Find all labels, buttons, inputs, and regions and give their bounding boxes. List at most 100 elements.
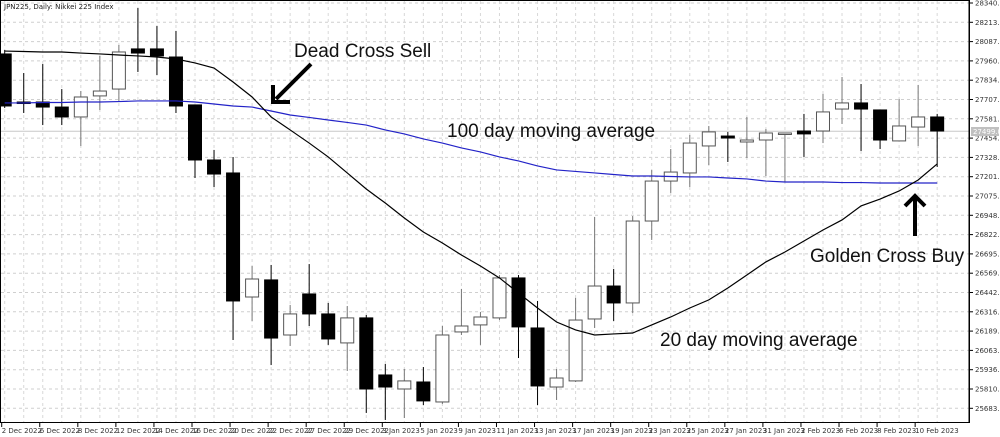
current-price-label: 27499.0 — [973, 128, 1000, 136]
y-tick-label: 26063.0 — [975, 347, 1000, 355]
candle — [873, 109, 888, 150]
x-tick-label: 2 Feb 2023 — [801, 427, 840, 435]
candle-body-down — [359, 317, 374, 390]
ma100-line — [4, 100, 938, 184]
candle-body-up — [701, 131, 716, 147]
candle-body-up — [777, 132, 792, 135]
candle-body-down — [854, 102, 869, 110]
candle — [549, 369, 564, 400]
plot-frame — [0, 0, 970, 423]
candle — [340, 306, 355, 371]
candle — [226, 156, 241, 341]
dead-cross-arrow-icon — [271, 62, 313, 104]
candle — [682, 134, 697, 187]
x-tick-label: 12 Dec 2022 — [116, 427, 161, 435]
ma20-label: 20 day moving average — [660, 330, 858, 351]
candle — [492, 275, 507, 321]
golden-cross-arrow-icon — [903, 193, 927, 236]
candle — [587, 216, 602, 328]
y-tick-label: 27075.0 — [975, 193, 1000, 201]
candle-body-down — [720, 135, 735, 139]
candle — [54, 89, 69, 126]
candle — [111, 44, 126, 101]
y-tick-label: 26189.5 — [975, 328, 1000, 336]
y-tick-label: 27201.5 — [975, 173, 1000, 181]
candle-body-up — [758, 132, 773, 141]
x-tick-label: 5 Jan 2023 — [420, 427, 458, 435]
y-tick-label: 28340.0 — [975, 0, 1000, 8]
x-tick-label: 23 Jan 2023 — [649, 427, 691, 435]
candle-body-up — [473, 316, 488, 326]
y-tick-label: 25810.0 — [975, 386, 1000, 394]
candle-body-down — [207, 159, 222, 175]
x-tick-label: 6 Dec 2022 — [40, 427, 80, 435]
x-tick-label: 25 Jan 2023 — [687, 427, 729, 435]
candle-body-down — [0, 53, 12, 107]
y-tick-label: 27834.0 — [975, 77, 1000, 85]
y-tick-label: 26948.5 — [975, 212, 1000, 220]
candle-body-down — [930, 116, 945, 132]
y-tick-label: 27960.5 — [975, 57, 1000, 65]
candle — [930, 113, 945, 168]
candle — [264, 264, 279, 366]
candle — [149, 26, 164, 76]
candle-body-down — [149, 48, 164, 57]
x-tick-label: 8 Feb 2023 — [877, 427, 916, 435]
candle — [245, 266, 260, 321]
candle-body-up — [892, 125, 907, 142]
x-tick-label: 14 Dec 2022 — [154, 427, 199, 435]
y-tick-label: 27454.5 — [975, 135, 1000, 143]
current-price-badge — [971, 127, 999, 136]
candles — [0, 8, 945, 420]
candle — [796, 113, 811, 157]
candle — [644, 170, 659, 240]
x-tick-label: 22 Dec 2022 — [268, 427, 313, 435]
candle-body-up — [283, 313, 298, 336]
candle-body-up — [73, 96, 88, 118]
x-tick-label: 11 Jan 2023 — [496, 427, 538, 435]
y-tick-label: 27328.0 — [975, 154, 1000, 162]
chart-title: JPN225, Daily: Nikkei 225 Index — [3, 3, 114, 11]
candle-body-down — [302, 293, 317, 315]
candle-body-up — [625, 220, 640, 304]
candle-body-down — [378, 374, 393, 388]
ma20-line — [4, 50, 938, 336]
candle-body-up — [587, 285, 602, 320]
dead-cross-label: Dead Cross Sell — [294, 41, 431, 62]
candle — [854, 84, 869, 151]
candle-body-up — [397, 380, 412, 390]
candle — [188, 104, 202, 178]
ma100-label: 100 day moving average — [447, 121, 655, 142]
candle-body-up — [835, 102, 850, 110]
y-tick-label: 28087.0 — [975, 38, 1000, 46]
x-tick-label: 2 Dec 2022 — [2, 427, 42, 435]
candle-body-down — [130, 48, 145, 54]
candle — [0, 49, 12, 108]
y-tick-label: 27707.5 — [975, 96, 1000, 104]
candle-body-up — [435, 334, 450, 403]
candle-body-up — [911, 116, 926, 128]
candle — [454, 288, 469, 335]
candle-body-up — [739, 139, 754, 143]
candle-body-down — [321, 313, 336, 340]
candle-body-up — [92, 90, 107, 97]
candle-body-up — [454, 325, 469, 333]
candle — [606, 268, 621, 321]
x-tick-label: 20 Dec 2022 — [230, 427, 275, 435]
candle-body-down — [530, 327, 545, 387]
x-tick-label: 16 Dec 2022 — [192, 427, 237, 435]
candle-body-down — [54, 106, 69, 118]
candle — [416, 367, 431, 406]
x-tick-label: 3 Jan 2023 — [382, 427, 420, 435]
candle-body-up — [568, 319, 583, 382]
candle — [168, 30, 183, 114]
grid — [1, 1, 969, 422]
x-tick-label: 19 Jan 2023 — [611, 427, 653, 435]
x-tick-label: 8 Dec 2022 — [78, 427, 118, 435]
y-tick-label: 28213.5 — [975, 19, 1000, 27]
candle — [302, 264, 317, 326]
candle — [473, 311, 488, 345]
x-tick-label: 13 Jan 2023 — [535, 427, 577, 435]
